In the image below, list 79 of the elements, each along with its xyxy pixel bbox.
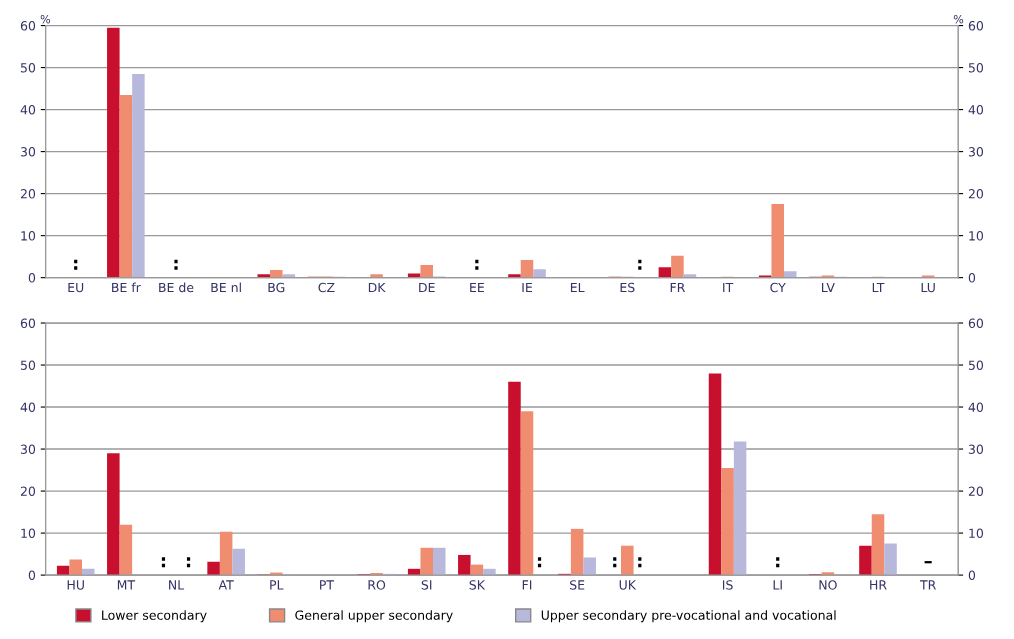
x-tick-label: BE nl [211,282,241,292]
x-tick-label: BE de [159,282,194,293]
text: : [186,557,191,568]
x-tick-label: UK [619,580,637,590]
text: : [174,259,178,270]
y-tick-label: 0 [28,570,36,581]
y-tick-label: 40 [20,105,36,115]
x-tick-label: IT [723,282,734,292]
x-tick-label: EU [68,282,84,293]
x-tick-label: TR [919,580,936,590]
y-axis-title: % [40,15,51,24]
x-tick-label: DK [368,282,386,292]
y2-tick-label: 60 [968,318,984,328]
text: – [924,561,932,564]
text: : [537,557,542,568]
x-tick-label: LT [872,282,885,292]
y-tick-label: 40 [20,402,36,412]
x-tick-label: CZ [318,282,335,293]
x-tick-label: LV [822,282,835,292]
x-tick-label: PT [320,580,335,590]
y-tick-label: 50 [20,63,36,73]
x-tick-label: SE [570,580,585,590]
x-tick-label: IS [722,580,733,590]
x-tick-label: HR [870,580,887,590]
x-tick-label: AT [218,580,234,590]
y-tick-label: 30 [20,444,36,454]
x-tick-label: IE [522,282,532,292]
y2-tick-label: 0 [968,273,976,283]
y2-tick-label: 20 [968,486,984,496]
x-tick-label: EE [470,282,484,292]
y2-tick-label: 0 [968,570,976,581]
y2-tick-label: 10 [969,231,984,241]
y-tick-label: 50 [20,360,36,370]
x-tick-label: ES [620,282,635,293]
y2-tick-label: 20 [968,189,984,199]
legend-label: General upper secondary [295,610,453,623]
y-tick-label: 20 [20,189,36,199]
y2-tick-label: 60 [968,21,984,31]
legend-label: Lower secondary [102,610,207,623]
y2-tick-label: 30 [968,147,984,157]
x-tick-label: RO [368,580,386,590]
y-tick-label: 10 [21,528,36,539]
x-tick-label: BG [268,282,285,293]
x-tick-label: FI [522,580,532,590]
y-tick-label: 60 [20,21,36,31]
text: : [74,259,78,270]
x-tick-label: HU [67,580,84,590]
y2-axis-title: % [953,15,964,24]
y-tick-label: 20 [20,486,36,496]
y2-tick-label: 10 [969,528,984,539]
y-tick-label: 60 [20,318,36,328]
x-tick-label: LI [773,580,782,590]
x-tick-label: SK [469,580,486,590]
x-tick-label: BE fr [112,282,141,292]
y2-tick-label: 40 [968,402,984,412]
x-tick-label: SI [421,580,432,590]
y2-tick-label: 50 [968,360,984,370]
y2-tick-label: 50 [968,63,984,73]
x-tick-label: CY [770,282,786,293]
x-tick-label: LU [921,282,935,293]
x-tick-label: EL [570,282,585,292]
y-tick-label: 10 [21,231,36,241]
x-tick-label: DE [419,282,435,292]
y2-tick-label: 40 [968,105,984,115]
x-tick-label: NO [819,580,837,590]
text: : [475,259,479,270]
text: : [638,557,642,568]
y-tick-label: 0 [28,273,36,283]
x-tick-label: NL [169,580,185,590]
x-tick-label: MT [117,580,136,590]
text: : [638,259,642,270]
x-tick-label: PL [270,580,284,590]
text: : [613,557,617,568]
x-tick-label: FR [670,282,686,292]
text: : [776,557,780,568]
y-tick-label: 30 [20,147,36,157]
y2-tick-label: 30 [968,444,984,454]
legend-label: Upper secondary pre-vocational and vocational [541,610,836,623]
text: : [161,557,166,568]
